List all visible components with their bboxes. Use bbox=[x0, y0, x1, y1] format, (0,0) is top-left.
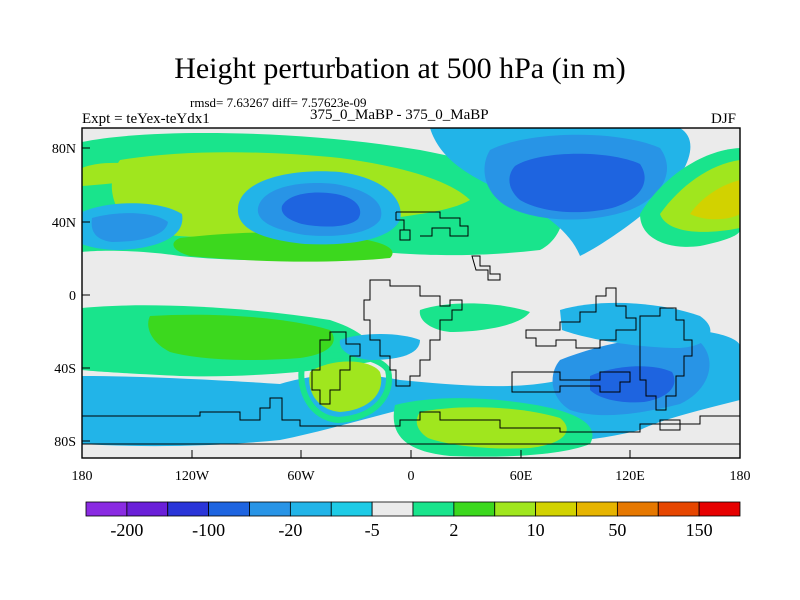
colorbar-swatch bbox=[698, 501, 741, 517]
lat-tick-label: 40S bbox=[54, 362, 76, 377]
contour-south-lime-west bbox=[148, 314, 334, 360]
lat-tick-label: 40N bbox=[52, 216, 76, 231]
lon-tick-label: 60E bbox=[510, 469, 533, 484]
colorbar-swatch bbox=[330, 501, 373, 517]
contour-south-blue-core bbox=[590, 366, 675, 403]
colorbar-label: -200 bbox=[110, 520, 143, 540]
experiment-label: Expt = teYex-teYdx1 bbox=[82, 111, 210, 127]
colorbar-label: 2 bbox=[449, 520, 458, 540]
colorbar-label: 10 bbox=[527, 520, 545, 540]
contour-east-pacific-blue bbox=[560, 302, 711, 348]
colorbar-swatch bbox=[249, 501, 291, 517]
coastline-antarctica bbox=[82, 397, 740, 445]
stats-label: rmsd= 7.63267 diff= 7.57623e-09 bbox=[190, 95, 367, 110]
colorbar-label: -100 bbox=[192, 520, 225, 540]
coastline-asia bbox=[471, 255, 637, 349]
contour-green-atlantic-ring bbox=[298, 352, 393, 424]
lat-tick-label: 0 bbox=[69, 289, 76, 304]
plot-title: Height perturbation at 500 hPa (in m) bbox=[174, 52, 626, 85]
season-label: DJF bbox=[711, 111, 737, 127]
lon-tick-label: 180 bbox=[730, 469, 751, 484]
coastline-australia bbox=[639, 307, 693, 431]
contour-ne-yellow bbox=[690, 180, 740, 220]
colorbar-swatch bbox=[412, 501, 455, 517]
contour-far-west-blue2 bbox=[91, 213, 168, 242]
contour-indian-green bbox=[419, 303, 530, 332]
contour-nw-lime bbox=[82, 162, 160, 186]
colorbar-swatch bbox=[85, 501, 128, 517]
lon-tick-label: 120W bbox=[175, 469, 210, 484]
lon-tick-label: 120E bbox=[615, 469, 645, 484]
colorbar-swatch bbox=[535, 501, 577, 517]
colorbar-swatch bbox=[208, 501, 250, 517]
colorbar-swatch bbox=[576, 501, 618, 517]
contour-lime-atlantic bbox=[309, 361, 382, 412]
contour-field bbox=[82, 128, 740, 458]
lon-tick-label: 60W bbox=[287, 469, 315, 484]
colorbar-swatch bbox=[167, 501, 210, 517]
coastline-maritime bbox=[511, 371, 631, 393]
lat-tick-labels: 80N 40N 0 40S 80S bbox=[52, 142, 76, 450]
comparison-label: 375_0_MaBP - 375_0_MaBP bbox=[310, 107, 489, 123]
colorbar-swatch bbox=[657, 501, 700, 517]
colorbar-swatch bbox=[494, 501, 537, 517]
colorbar-label: -5 bbox=[365, 520, 380, 540]
lat-tick-label: 80N bbox=[52, 142, 76, 157]
contour-low-west-core bbox=[281, 192, 361, 227]
coastline-europe bbox=[395, 211, 469, 241]
contour-low-east-core bbox=[509, 153, 645, 213]
colorbar-label: 50 bbox=[608, 520, 626, 540]
colorbar-swatch bbox=[453, 501, 496, 517]
colorbar-swatch bbox=[616, 501, 659, 517]
colorbar-label: 150 bbox=[686, 520, 713, 540]
coastline-south-america bbox=[311, 331, 361, 405]
colorbar-swatch bbox=[289, 501, 332, 517]
lon-tick-label: 180 bbox=[72, 469, 93, 484]
lat-tick-label: 80S bbox=[54, 435, 76, 450]
colorbar: -200 -100 -20 -5 2 10 50 150 bbox=[85, 501, 741, 540]
tick-marks bbox=[81, 147, 741, 458]
coastline-africa bbox=[363, 279, 463, 387]
contour-south-yellow-east bbox=[416, 407, 567, 449]
coastlines bbox=[82, 211, 740, 445]
lon-tick-label: 0 bbox=[408, 469, 415, 484]
lon-tick-labels: 180 120W 60W 0 60E 120E 180 bbox=[72, 469, 751, 484]
colorbar-swatch bbox=[126, 501, 169, 517]
colorbar-swatch bbox=[371, 501, 414, 517]
colorbar-label: -20 bbox=[278, 520, 302, 540]
